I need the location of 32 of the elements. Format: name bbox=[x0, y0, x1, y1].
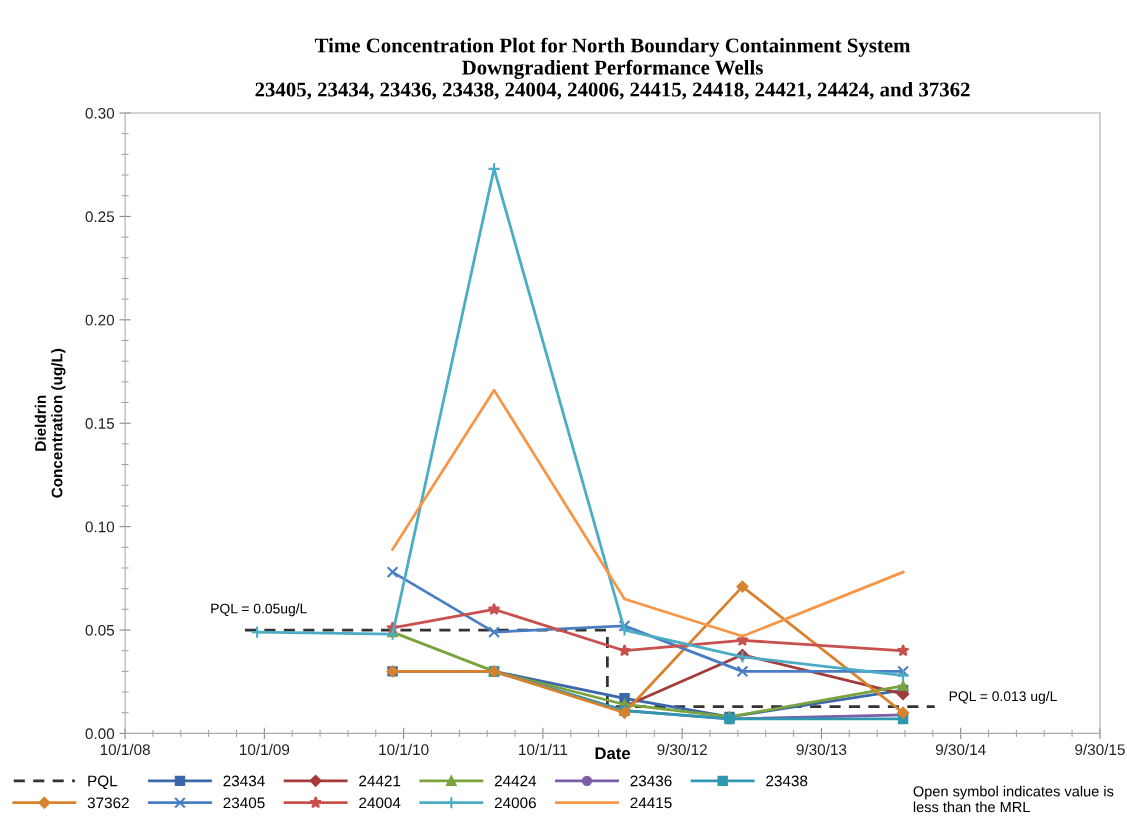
y-tick-label: 0.10 bbox=[85, 521, 115, 533]
x-tick-label: 9/30/12 bbox=[657, 743, 707, 756]
y-tick-label: 0.05 bbox=[85, 624, 115, 636]
x-tick-label: 9/30/15 bbox=[1075, 743, 1125, 756]
legend-label: 23434 bbox=[223, 775, 265, 787]
y-tick-label: 0.20 bbox=[85, 314, 115, 326]
x-tick-label: 10/1/08 bbox=[100, 743, 150, 756]
x-tick-label: 10/1/09 bbox=[240, 743, 290, 756]
annotation: PQL = 0.013 ug/L bbox=[949, 690, 1057, 704]
x-tick-label: 10/1/10 bbox=[379, 743, 429, 756]
x-axis-title: Date bbox=[595, 747, 631, 760]
text: Open symbol indicates value is less than the MRL bbox=[913, 785, 1114, 813]
legend-label: 24004 bbox=[359, 797, 401, 809]
x-tick-label: 9/30/13 bbox=[796, 743, 847, 756]
y-tick-label: 0.30 bbox=[85, 107, 115, 119]
legend-label: PQL bbox=[88, 775, 118, 790]
legend-label: 23405 bbox=[223, 797, 265, 809]
annotation: PQL = 0.05ug/L bbox=[211, 603, 307, 617]
y-tick-label: 0.15 bbox=[85, 418, 115, 429]
legend-label: 24421 bbox=[359, 775, 401, 787]
chart-title: Time Concentration Plot for North Boundary Containment System Downgradient Performance Wells 23405, 23434, 23436, 23438, 24004, 24006, 24415, 24418, 24421, 24424, and 37362 bbox=[255, 37, 970, 100]
legend-label: 23436 bbox=[630, 775, 672, 787]
legend-label: 24006 bbox=[494, 797, 536, 809]
legend-label: 37362 bbox=[87, 797, 129, 809]
x-tick-label: 10/1/11 bbox=[519, 743, 568, 756]
legend-label: 24415 bbox=[630, 797, 672, 809]
y-axis-title: Dieldrin Concentration (ug/L) bbox=[34, 348, 66, 498]
legend-label: 24424 bbox=[494, 775, 537, 787]
y-tick-label: 0.00 bbox=[85, 728, 115, 740]
y-tick-label: 0.25 bbox=[85, 211, 115, 223]
x-tick-label: 9/30/14 bbox=[935, 743, 986, 756]
legend-label: 23438 bbox=[766, 775, 808, 787]
